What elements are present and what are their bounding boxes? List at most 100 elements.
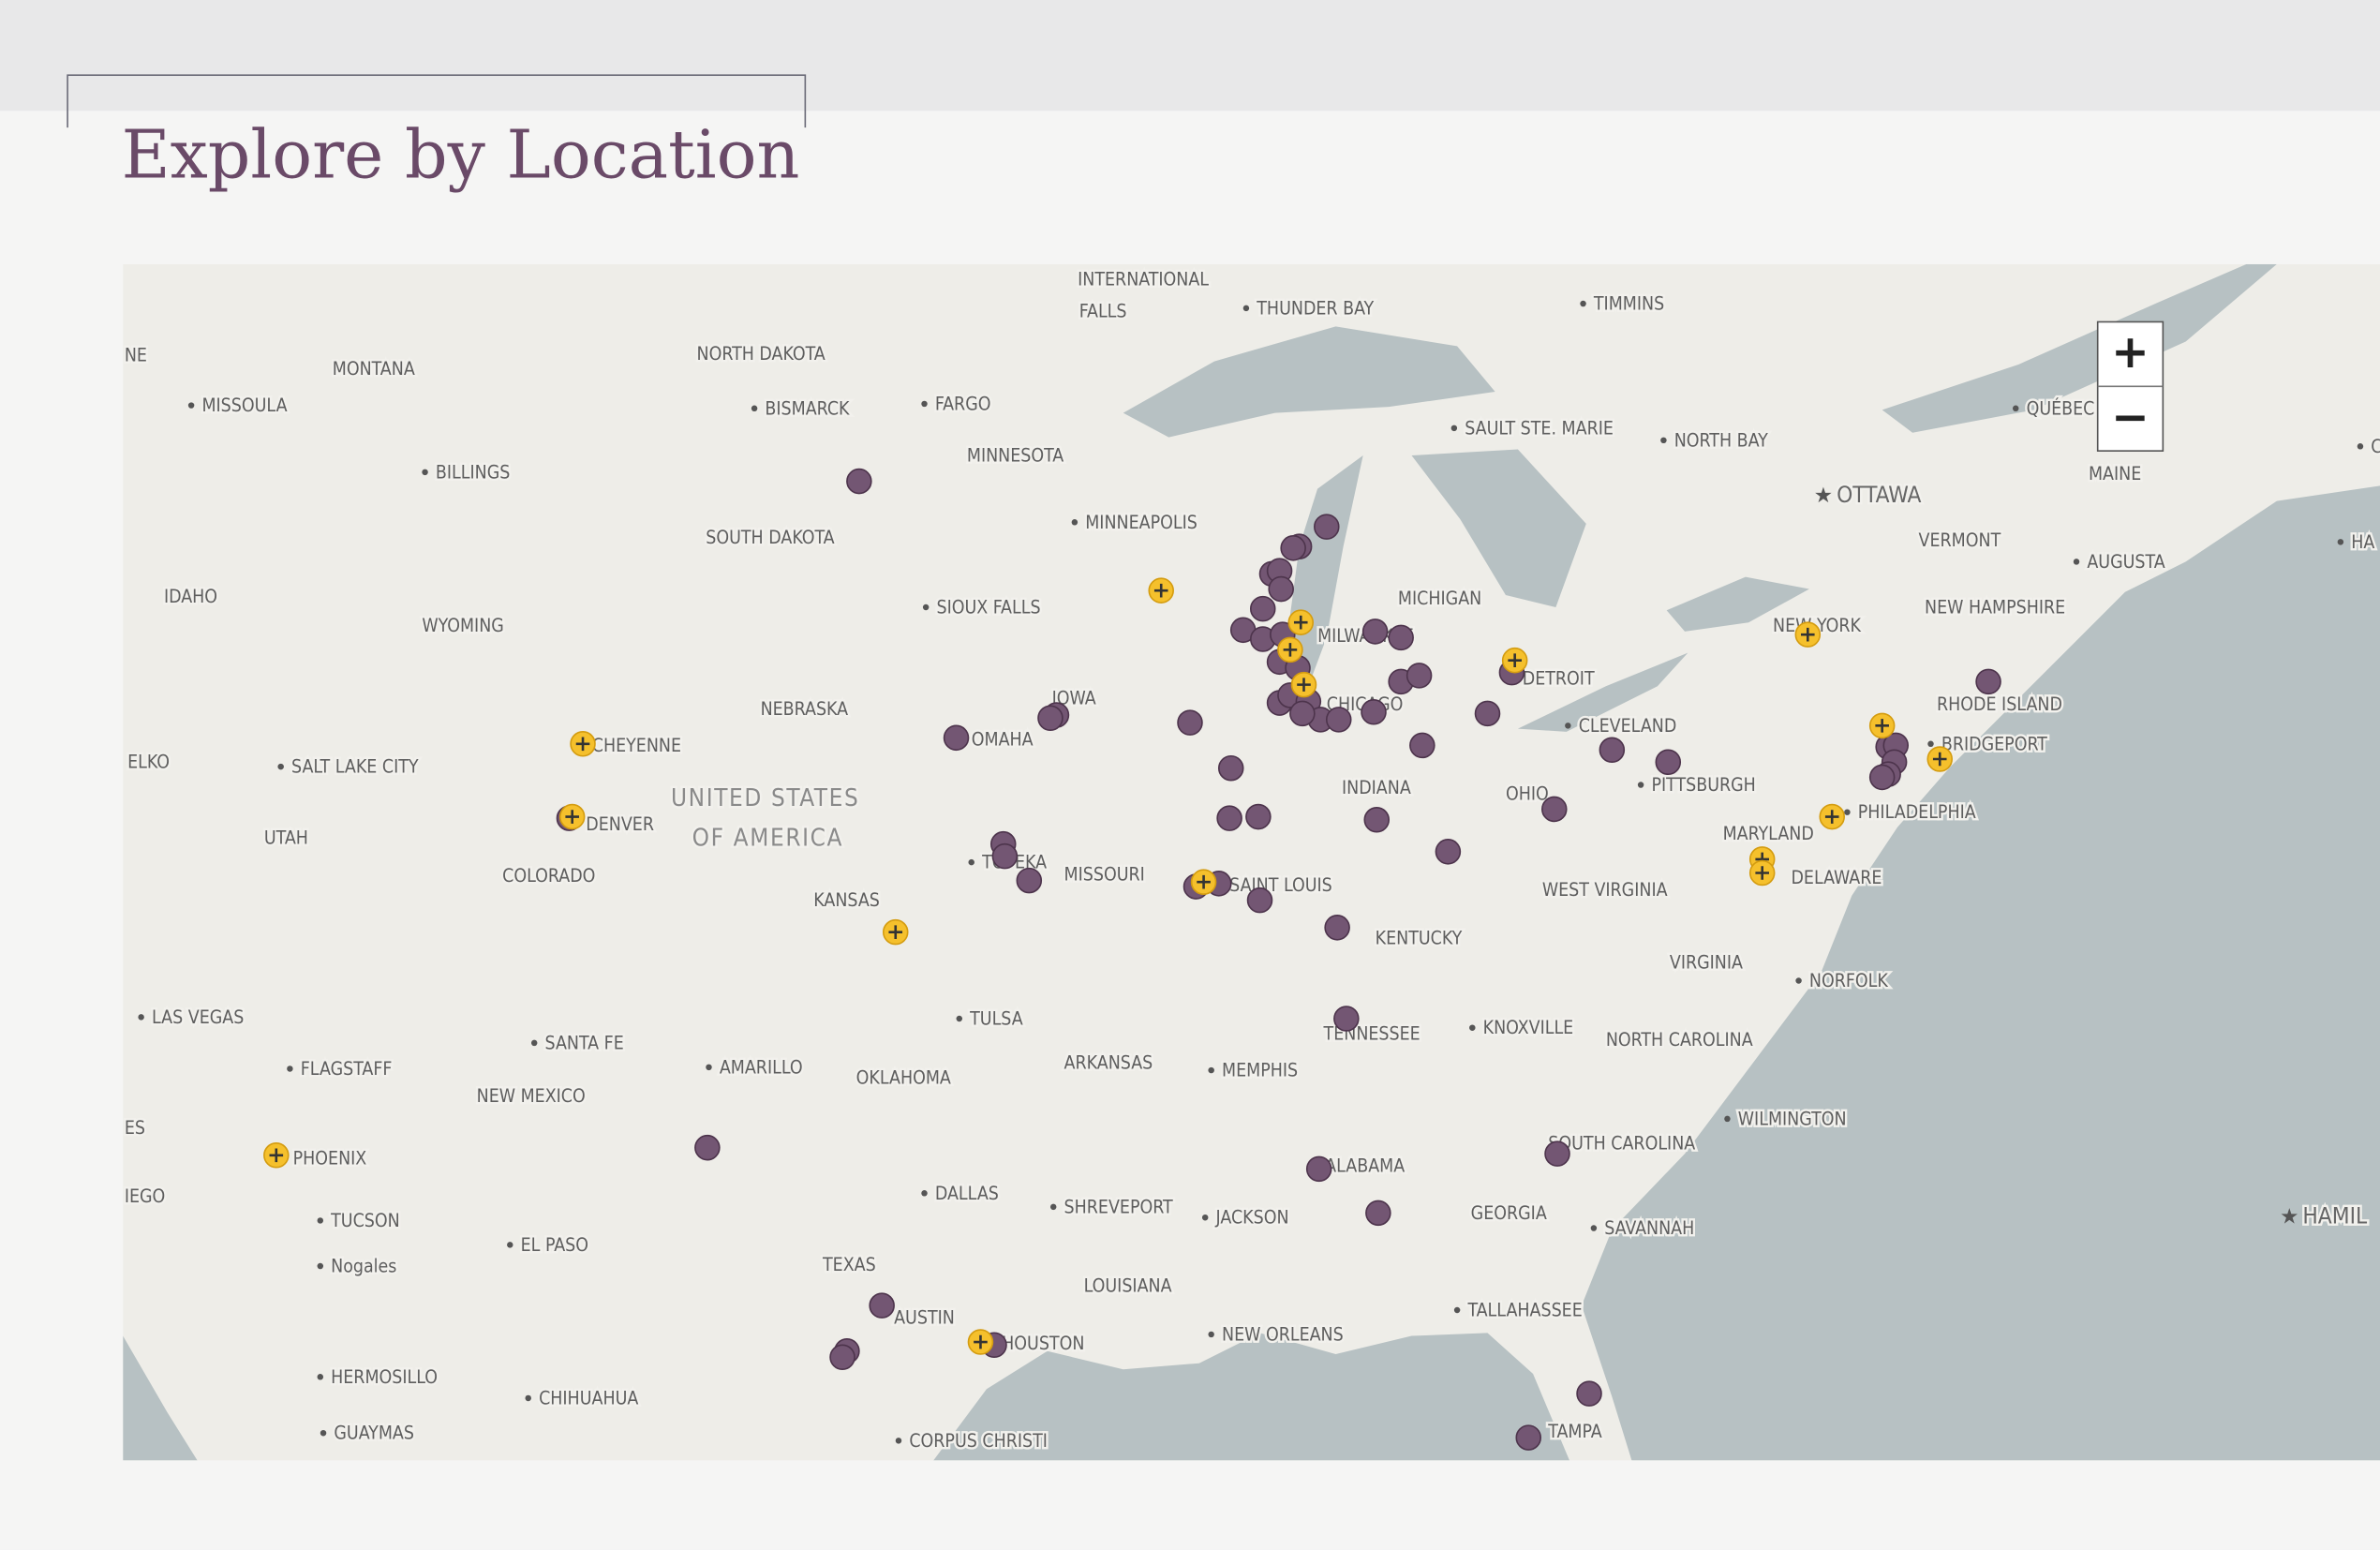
city-dot xyxy=(1565,723,1571,729)
zoom-in-button[interactable]: + xyxy=(2111,326,2149,379)
cluster-marker-plus xyxy=(1755,866,1769,880)
location-marker[interactable] xyxy=(1289,700,1316,727)
location-marker[interactable] xyxy=(1541,796,1568,823)
location-marker[interactable] xyxy=(991,842,1019,870)
location-marker[interactable] xyxy=(694,1134,721,1161)
map-label: NEBRASKA xyxy=(761,698,849,720)
location-marker[interactable] xyxy=(1868,764,1896,791)
location-marker[interactable] xyxy=(1361,699,1387,725)
cluster-marker-plus xyxy=(1283,643,1298,657)
city-dot xyxy=(1469,1024,1476,1031)
cluster-marker[interactable] xyxy=(882,918,909,946)
location-marker[interactable] xyxy=(1409,732,1435,759)
city-dot xyxy=(317,1217,324,1224)
city-dot xyxy=(921,1190,928,1197)
city-dot xyxy=(1201,1214,1209,1221)
map-label: DALLAS xyxy=(935,1183,999,1204)
location-marker[interactable] xyxy=(1333,1006,1360,1032)
location-marker[interactable] xyxy=(1655,749,1682,775)
map-label: KANSAS xyxy=(813,889,880,911)
cluster-marker[interactable] xyxy=(558,803,586,830)
page-title: Explore by Location xyxy=(122,116,800,194)
location-marker[interactable] xyxy=(1361,619,1389,645)
cluster-marker[interactable] xyxy=(570,731,596,757)
map-label: TULSA xyxy=(969,1007,1023,1029)
location-marker[interactable] xyxy=(1325,707,1352,733)
location-marker[interactable] xyxy=(1249,595,1276,622)
map-label: SOUTH DAKOTA xyxy=(706,527,834,548)
location-marker[interactable] xyxy=(829,1344,855,1370)
city-dot xyxy=(320,1429,327,1437)
map-label: MINNEAPOLIS xyxy=(1085,512,1197,533)
map-label: WEST VIRGINIA xyxy=(1542,879,1668,901)
location-marker[interactable] xyxy=(1324,915,1350,941)
cluster-marker[interactable] xyxy=(1868,712,1896,739)
location-marker[interactable] xyxy=(943,724,970,752)
cluster-marker-plus xyxy=(1197,874,1211,889)
cluster-marker[interactable] xyxy=(967,1329,994,1355)
cluster-marker-plus xyxy=(1824,810,1839,824)
cluster-marker[interactable] xyxy=(1794,621,1822,648)
location-marker[interactable] xyxy=(1576,1380,1602,1407)
cluster-marker[interactable] xyxy=(1290,671,1317,698)
location-marker[interactable] xyxy=(1216,805,1242,831)
city-dot xyxy=(422,469,428,476)
map-label: AUGUSTA xyxy=(2087,551,2164,573)
map-label: OMAHA xyxy=(972,728,1034,750)
map-label: VIRGINIA xyxy=(1670,952,1743,974)
city-dot xyxy=(706,1064,712,1071)
location-marker[interactable] xyxy=(1280,535,1306,561)
map-label: CLEVELAND xyxy=(1579,715,1677,737)
location-marker[interactable] xyxy=(1016,867,1043,894)
location-marker[interactable] xyxy=(1474,700,1501,727)
city-dot xyxy=(1590,1225,1598,1231)
map[interactable]: NE INTERNATIONAL FALLS THUNDER BAY TIMMINS NO… xyxy=(123,263,2380,1461)
location-marker[interactable] xyxy=(1435,839,1462,865)
location-marker[interactable] xyxy=(1245,803,1272,830)
map-label: ES xyxy=(125,1117,145,1139)
cluster-marker[interactable] xyxy=(263,1142,290,1169)
location-marker[interactable] xyxy=(1363,807,1391,833)
map-label: HA xyxy=(2351,531,2374,553)
location-marker[interactable] xyxy=(1305,1155,1332,1183)
location-marker[interactable] xyxy=(1544,1140,1570,1167)
map-label: MINNESOTA xyxy=(967,444,1064,466)
location-marker[interactable] xyxy=(1515,1424,1542,1451)
location-marker[interactable] xyxy=(869,1292,895,1319)
location-marker[interactable] xyxy=(1177,709,1203,736)
cluster-marker[interactable] xyxy=(1926,746,1953,772)
water xyxy=(123,263,2380,1461)
location-marker[interactable] xyxy=(1217,754,1244,782)
location-marker[interactable] xyxy=(1268,575,1294,603)
map-label: PHILADELPHIA xyxy=(1858,801,1976,823)
location-marker[interactable] xyxy=(1365,1200,1391,1227)
map-label: INTERNATIONAL xyxy=(1078,269,1209,291)
map-label: NE xyxy=(125,345,147,366)
map-label: SAULT STE. MARIE xyxy=(1465,417,1614,439)
map-label: FARGO xyxy=(935,393,991,414)
cluster-marker[interactable] xyxy=(1148,577,1174,604)
cluster-marker[interactable] xyxy=(1748,859,1776,887)
location-marker[interactable] xyxy=(1246,887,1273,914)
location-marker[interactable] xyxy=(846,468,872,495)
city-dot xyxy=(530,1039,538,1047)
zoom-out-button[interactable]: − xyxy=(2111,392,2149,444)
location-marker[interactable] xyxy=(1406,663,1433,689)
location-marker[interactable] xyxy=(1975,668,2001,695)
cluster-marker[interactable] xyxy=(1277,636,1303,663)
location-marker[interactable] xyxy=(1599,737,1626,764)
location-marker[interactable] xyxy=(1388,624,1414,651)
cluster-marker[interactable] xyxy=(1501,647,1528,674)
map-label: TAMPA xyxy=(1547,1421,1601,1442)
cluster-marker[interactable] xyxy=(1190,869,1217,895)
city-dot xyxy=(968,858,974,866)
cluster-marker[interactable] xyxy=(1287,609,1315,635)
map-label: HERMOSILLO xyxy=(331,1366,438,1388)
map-label: TALLAHASSEE xyxy=(1466,1299,1582,1320)
cluster-marker-plus xyxy=(1293,615,1308,630)
cluster-marker[interactable] xyxy=(1819,803,1845,830)
location-marker[interactable] xyxy=(1314,514,1340,540)
cluster-marker-plus xyxy=(1297,678,1311,692)
location-marker[interactable] xyxy=(1037,705,1064,732)
